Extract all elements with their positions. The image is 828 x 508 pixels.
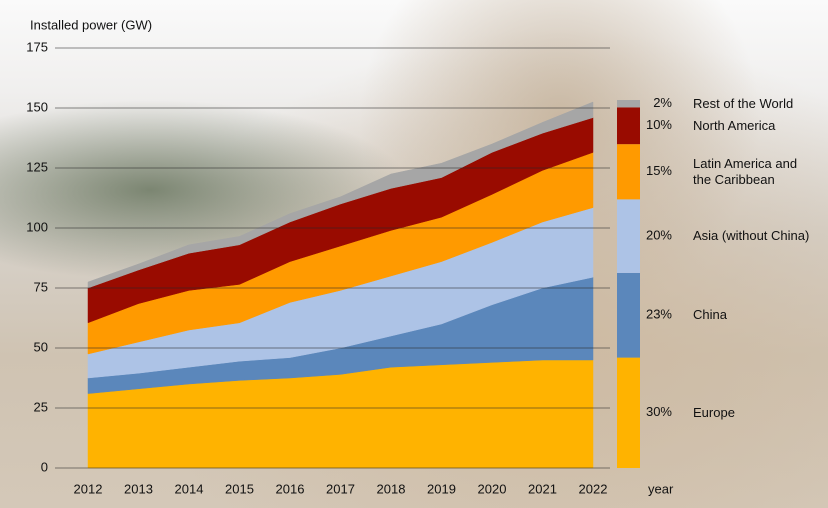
x-tick-label: 2016	[276, 481, 305, 496]
y-tick-label: 100	[26, 219, 48, 234]
share-segment	[617, 107, 640, 145]
y-tick-label: 50	[34, 339, 48, 354]
x-tick-label: 2020	[478, 481, 507, 496]
legend-label: Asia (without China)	[693, 228, 810, 244]
x-tick-label: 2021	[528, 481, 557, 496]
legend-label: China	[693, 307, 727, 323]
legend-label: Latin America and the Caribbean	[693, 155, 798, 187]
y-tick-label: 0	[41, 459, 48, 474]
share-segment	[617, 199, 640, 273]
x-tick-label: 2015	[225, 481, 254, 496]
share-segment	[617, 272, 640, 358]
y-tick-label: 25	[34, 399, 48, 414]
area	[87, 101, 594, 289]
share-segment	[617, 100, 640, 108]
x-tick-label: 2018	[377, 481, 406, 496]
y-axis-label: Installed power (GW)	[30, 17, 152, 32]
x-tick-label: 2013	[124, 481, 153, 496]
share-label: 20%	[646, 228, 672, 243]
y-tick-label: 150	[26, 99, 48, 114]
x-tick-label: 2022	[579, 481, 608, 496]
legend-label: Europe	[693, 404, 735, 420]
x-tick-label: 2012	[74, 481, 103, 496]
share-label: 23%	[646, 307, 672, 322]
x-tick-label: 2017	[326, 481, 355, 496]
x-axis-label: year	[648, 481, 674, 496]
x-tick-label: 2019	[427, 481, 456, 496]
share-label: 2%	[653, 95, 672, 110]
y-tick-label: 175	[26, 39, 48, 54]
share-label: 30%	[646, 404, 672, 419]
legend-label: Rest of the World	[693, 95, 794, 111]
legend-label: North America	[693, 117, 776, 133]
x-tick-label: 2014	[175, 481, 204, 496]
share-segment	[617, 144, 640, 200]
share-segment	[617, 357, 640, 468]
y-tick-label: 125	[26, 159, 48, 174]
areas	[87, 101, 594, 469]
share-label: 10%	[646, 117, 672, 132]
y-tick-label: 75	[34, 279, 48, 294]
share-label: 15%	[646, 163, 672, 178]
